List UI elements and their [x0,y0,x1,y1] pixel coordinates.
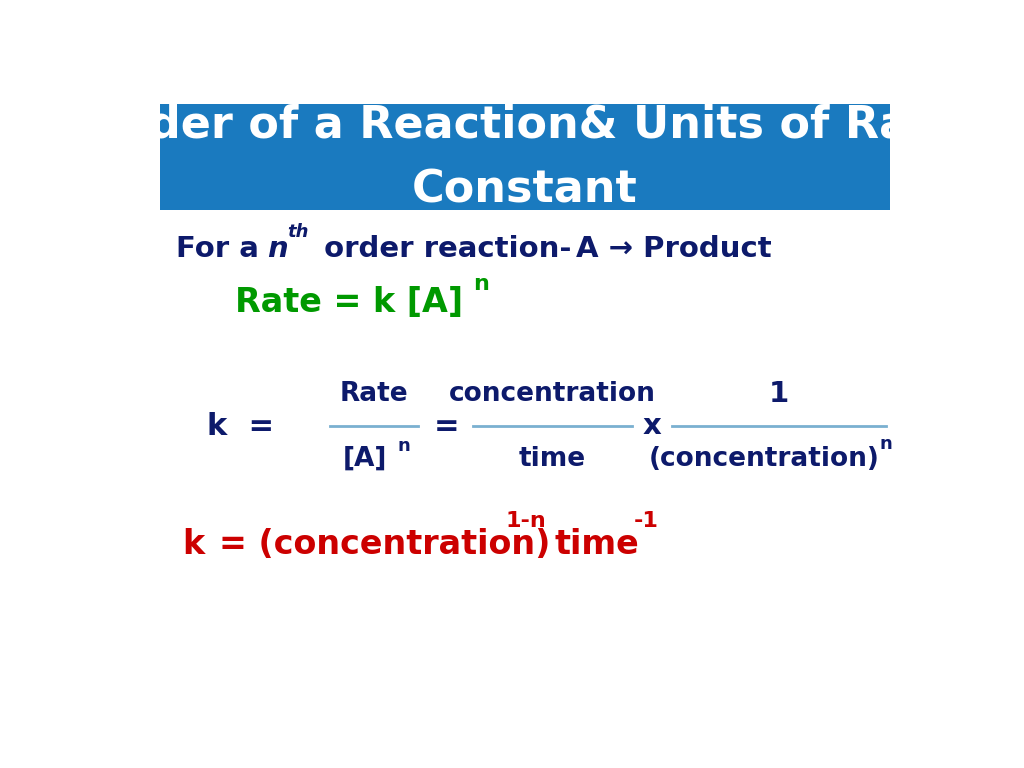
Text: k: k [182,528,204,561]
Text: A → Product: A → Product [577,235,772,263]
Text: n: n [473,274,489,294]
Text: time: time [519,445,586,472]
Text: th: th [287,223,308,241]
Text: Constant: Constant [412,168,638,211]
Text: x: x [642,412,662,440]
Text: n: n [267,235,288,263]
Text: -1: -1 [634,511,658,531]
Text: =: = [433,412,459,441]
Text: Rate: Rate [340,381,409,407]
Text: 1: 1 [769,379,788,408]
Text: n: n [880,435,892,453]
Text: order reaction-: order reaction- [314,235,572,263]
Text: concentration: concentration [450,381,656,407]
Text: = (concentration): = (concentration) [219,528,551,561]
Text: 1-n: 1-n [506,511,547,531]
Text: n: n [397,438,411,455]
FancyBboxPatch shape [160,104,890,210]
Text: For a: For a [176,235,268,263]
Text: (concentration): (concentration) [649,445,880,472]
Text: Rate = k [A]: Rate = k [A] [236,286,463,319]
Text: Order of a Reaction& Units of Rate: Order of a Reaction& Units of Rate [89,103,961,146]
Text: k  =: k = [207,412,274,441]
Text: time: time [555,528,640,561]
Text: [A]: [A] [342,445,387,472]
